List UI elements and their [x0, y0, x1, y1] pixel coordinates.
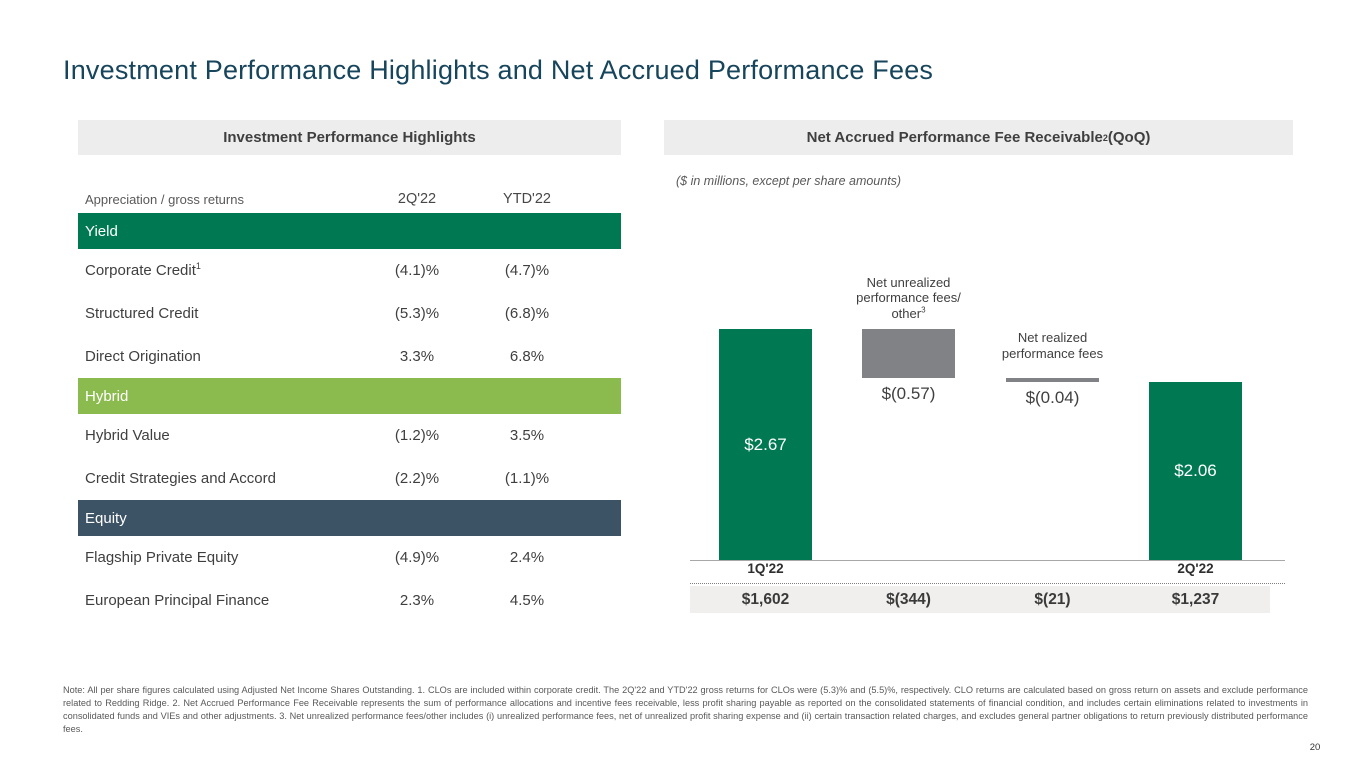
row-2q22-value: (4.9)%: [394, 549, 440, 566]
bar-value-label: $2.06: [1174, 460, 1217, 480]
waterfall-bar-0: $2.67: [719, 329, 812, 560]
row-ytd22-value: (6.8)%: [504, 305, 550, 322]
table-row: Flagship Private Equity (4.9)% 2.4%: [78, 536, 621, 579]
column-label: Appreciation / gross returns: [85, 191, 244, 207]
column-2q22: 2Q'22: [397, 191, 437, 207]
total-value: $1,602: [741, 591, 790, 608]
section-header-hybrid: Hybrid: [78, 378, 621, 414]
row-label: Structured Credit: [85, 305, 199, 322]
bar-value-label: $(0.57): [881, 384, 936, 404]
annotation-line: performance fees/: [856, 290, 961, 306]
row-2q22-value: (5.3)%: [394, 305, 440, 322]
row-label: Direct Origination: [85, 348, 201, 365]
waterfall-chart: $2.67 $(0.57) $(0.04) $2.06 Net unrealized pe…: [690, 250, 1285, 561]
row-label: European Principal Finance: [85, 592, 270, 609]
performance-table: Appreciation / gross returns 2Q'22 YTD'22 Y…: [78, 185, 621, 622]
row-label: Credit Strategies and Accord: [85, 470, 276, 487]
total-value: $1,237: [1171, 591, 1220, 608]
annotation-line: Net realized: [1017, 330, 1088, 346]
right-panel-header: Net Accrued Performance Fee Receivable 2 …: [664, 120, 1293, 155]
row-ytd22-value: (1.1)%: [504, 470, 550, 487]
row-ytd22-value: 4.5%: [509, 592, 545, 609]
net-accrued-panel: Net Accrued Performance Fee Receivable 2 …: [664, 120, 1293, 613]
table-row: Credit Strategies and Accord (2.2)% (1.1)%: [78, 457, 621, 500]
page-number: 20: [1309, 742, 1321, 753]
row-2q22-value: (4.1)%: [394, 262, 440, 279]
annotation-line: Net unrealized: [866, 274, 951, 290]
chart-totals-row: $1,602 $(344) $(21) $1,237: [690, 586, 1270, 613]
row-label: Flagship Private Equity: [85, 549, 239, 566]
row-label: Corporate Credit1: [85, 261, 201, 280]
table-row: Direct Origination 3.3% 6.8%: [78, 335, 621, 378]
row-ytd22-value: 3.5%: [509, 427, 545, 444]
section-header-yield: Yield: [78, 213, 621, 249]
bar-value-label: $(0.04): [1025, 388, 1080, 408]
units-note: ($ in millions, except per share amounts…: [676, 174, 902, 188]
x-axis: 1Q'22 2Q'22: [690, 561, 1285, 581]
right-panel-header-text: Net Accrued Performance Fee Receivable: [806, 129, 1103, 146]
row-ytd22-value: (4.7)%: [504, 262, 550, 279]
annotation-footnote-marker: 3: [921, 305, 926, 315]
total-value: $(344): [886, 591, 931, 608]
total-value: $(21): [1034, 591, 1071, 608]
bar-annotation: Net realized performance fees: [963, 330, 1143, 361]
page-title: Investment Performance Highlights and Ne…: [63, 55, 934, 85]
x-axis-label: 1Q'22: [747, 561, 784, 576]
investment-performance-panel: Investment Performance Highlights Apprec…: [78, 120, 621, 622]
row-label: Hybrid Value: [85, 427, 170, 444]
left-panel-header: Investment Performance Highlights: [78, 120, 621, 155]
row-footnote-marker: 1: [195, 261, 201, 271]
bar-value-label: $2.67: [744, 434, 787, 454]
waterfall-bar-2: [1006, 378, 1099, 383]
table-row: European Principal Finance 2.3% 4.5%: [78, 579, 621, 622]
table-row: Structured Credit (5.3)% (6.8)%: [78, 292, 621, 335]
bar-annotation: Net unrealized performance fees/other3: [819, 275, 999, 322]
annotation-line: performance fees: [1001, 345, 1104, 361]
row-2q22-value: 2.3%: [399, 592, 435, 609]
row-2q22-value: (2.2)%: [394, 470, 440, 487]
row-2q22-value: 3.3%: [399, 348, 435, 365]
totals-separator: [690, 583, 1285, 584]
table-row: Hybrid Value (1.2)% 3.5%: [78, 414, 621, 457]
right-panel-header-suffix: (QoQ): [1107, 129, 1151, 146]
waterfall-bar-1: [862, 329, 955, 379]
waterfall-bar-3: $2.06: [1149, 381, 1242, 560]
column-ytd22: YTD'22: [503, 191, 551, 207]
row-ytd22-value: 2.4%: [509, 549, 545, 566]
x-axis-label: 2Q'22: [1177, 561, 1214, 576]
row-ytd22-value: 6.8%: [509, 348, 545, 365]
section-header-equity: Equity: [78, 500, 621, 536]
footnote: Note: All per share figures calculated u…: [63, 685, 1308, 734]
table-header-row: Appreciation / gross returns 2Q'22 YTD'22: [78, 185, 621, 213]
table-row: Corporate Credit1 (4.1)% (4.7)%: [78, 249, 621, 292]
row-2q22-value: (1.2)%: [394, 427, 440, 444]
annotation-line: other3: [891, 305, 926, 321]
